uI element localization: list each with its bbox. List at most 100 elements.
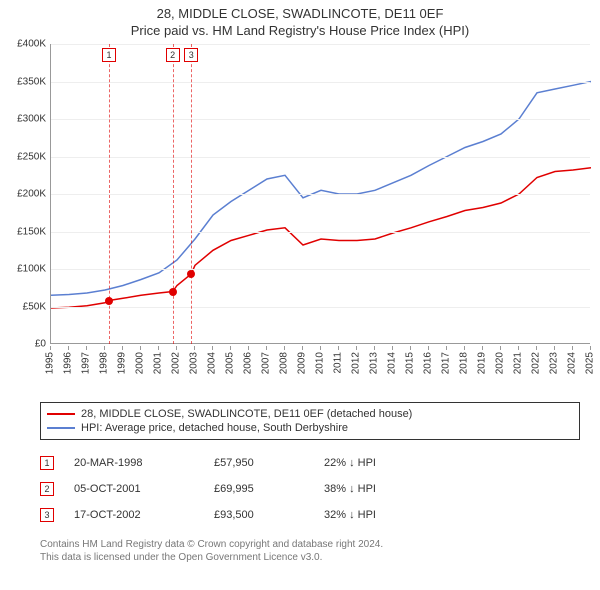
x-tick-mark — [266, 346, 267, 350]
transaction-marker-box: 3 — [184, 48, 198, 62]
x-tick-mark — [320, 346, 321, 350]
x-tick-label: 2020 — [495, 352, 506, 374]
title-address: 28, MIDDLE CLOSE, SWADLINCOTE, DE11 0EF — [10, 6, 590, 21]
x-tick-label: 2016 — [423, 352, 434, 374]
x-tick-label: 2017 — [441, 352, 452, 374]
transaction-row: 205-OCT-2001£69,99538% ↓ HPI — [40, 476, 580, 502]
x-tick-label: 2005 — [225, 352, 236, 374]
x-tick-label: 2012 — [351, 352, 362, 374]
x-tick-mark — [140, 346, 141, 350]
footer-line1: Contains HM Land Registry data © Crown c… — [40, 538, 580, 551]
transaction-vline — [173, 44, 174, 344]
x-tick-mark — [428, 346, 429, 350]
x-tick-mark — [374, 346, 375, 350]
x-tick-label: 1999 — [117, 352, 128, 374]
gridline-h — [51, 269, 590, 270]
transactions-table: 120-MAR-1998£57,95022% ↓ HPI205-OCT-2001… — [40, 450, 580, 528]
footer-line2: This data is licensed under the Open Gov… — [40, 551, 580, 564]
x-tick-mark — [518, 346, 519, 350]
x-tick-mark — [212, 346, 213, 350]
transaction-row-price: £69,995 — [214, 483, 304, 495]
y-tick-label: £200K — [10, 189, 50, 200]
legend-row: HPI: Average price, detached house, Sout… — [47, 421, 573, 435]
y-tick-label: £250K — [10, 151, 50, 162]
gridline-h — [51, 157, 590, 158]
gridline-h — [51, 194, 590, 195]
x-tick-label: 2011 — [333, 352, 344, 374]
x-tick-label: 2009 — [297, 352, 308, 374]
x-tick-mark — [68, 346, 69, 350]
x-tick-label: 2021 — [513, 352, 524, 374]
plot-area: 1 23 — [50, 44, 590, 344]
transaction-row-date: 05-OCT-2001 — [74, 483, 194, 495]
transaction-row-delta: 32% ↓ HPI — [324, 509, 434, 521]
x-tick-mark — [158, 346, 159, 350]
y-tick-label: £400K — [10, 39, 50, 50]
x-tick-label: 2008 — [279, 352, 290, 374]
legend-row: 28, MIDDLE CLOSE, SWADLINCOTE, DE11 0EF … — [47, 407, 573, 421]
footer-attribution: Contains HM Land Registry data © Crown c… — [40, 538, 580, 564]
gridline-h — [51, 232, 590, 233]
legend-swatch — [47, 427, 75, 429]
x-tick-mark — [500, 346, 501, 350]
gridline-h — [51, 44, 590, 45]
x-tick-mark — [536, 346, 537, 350]
title-block: 28, MIDDLE CLOSE, SWADLINCOTE, DE11 0EF … — [10, 6, 590, 38]
series-line-hpi — [51, 82, 591, 296]
x-tick-mark — [50, 346, 51, 350]
transaction-dot — [169, 288, 177, 296]
x-tick-label: 2023 — [549, 352, 560, 374]
x-tick-label: 2000 — [135, 352, 146, 374]
x-tick-label: 2002 — [171, 352, 182, 374]
x-tick-mark — [410, 346, 411, 350]
chart-container: 28, MIDDLE CLOSE, SWADLINCOTE, DE11 0EF … — [0, 0, 600, 590]
x-tick-mark — [554, 346, 555, 350]
x-axis: 1995199619971998199920002001200220032004… — [50, 346, 590, 394]
x-tick-label: 2014 — [387, 352, 398, 374]
x-tick-mark — [338, 346, 339, 350]
transaction-row-marker: 3 — [40, 508, 54, 522]
y-tick-label: £50K — [10, 301, 50, 312]
y-axis: £0£50K£100K£150K£200K£250K£300K£350K£400… — [10, 44, 50, 344]
x-tick-mark — [392, 346, 393, 350]
x-tick-mark — [176, 346, 177, 350]
y-tick-label: £100K — [10, 264, 50, 275]
x-tick-label: 2025 — [585, 352, 596, 374]
x-tick-mark — [590, 346, 591, 350]
x-tick-label: 2015 — [405, 352, 416, 374]
transaction-row-date: 17-OCT-2002 — [74, 509, 194, 521]
x-tick-mark — [284, 346, 285, 350]
x-tick-mark — [356, 346, 357, 350]
x-tick-label: 2024 — [567, 352, 578, 374]
legend: 28, MIDDLE CLOSE, SWADLINCOTE, DE11 0EF … — [40, 402, 580, 440]
x-tick-label: 2006 — [243, 352, 254, 374]
y-tick-label: £350K — [10, 76, 50, 87]
chart-area: £0£50K£100K£150K£200K£250K£300K£350K£400… — [10, 44, 590, 394]
x-tick-label: 1995 — [45, 352, 56, 374]
transaction-row-price: £57,950 — [214, 457, 304, 469]
transaction-row: 120-MAR-1998£57,95022% ↓ HPI — [40, 450, 580, 476]
y-tick-label: £0 — [10, 339, 50, 350]
transaction-vline — [191, 44, 192, 344]
transaction-row-price: £93,500 — [214, 509, 304, 521]
transaction-row-marker: 1 — [40, 456, 54, 470]
x-tick-mark — [248, 346, 249, 350]
transaction-row-delta: 22% ↓ HPI — [324, 457, 434, 469]
y-tick-label: £300K — [10, 114, 50, 125]
x-tick-mark — [482, 346, 483, 350]
x-tick-label: 2013 — [369, 352, 380, 374]
gridline-h — [51, 82, 590, 83]
x-tick-mark — [230, 346, 231, 350]
x-tick-label: 2007 — [261, 352, 272, 374]
x-tick-label: 2019 — [477, 352, 488, 374]
y-tick-label: £150K — [10, 226, 50, 237]
x-tick-label: 1997 — [81, 352, 92, 374]
title-subtitle: Price paid vs. HM Land Registry's House … — [10, 23, 590, 38]
gridline-h — [51, 119, 590, 120]
legend-label: HPI: Average price, detached house, Sout… — [81, 422, 348, 434]
transaction-marker-box: 1 — [102, 48, 116, 62]
transaction-marker-box: 2 — [166, 48, 180, 62]
x-tick-label: 2004 — [207, 352, 218, 374]
x-tick-label: 2022 — [531, 352, 542, 374]
transaction-row-marker: 2 — [40, 482, 54, 496]
